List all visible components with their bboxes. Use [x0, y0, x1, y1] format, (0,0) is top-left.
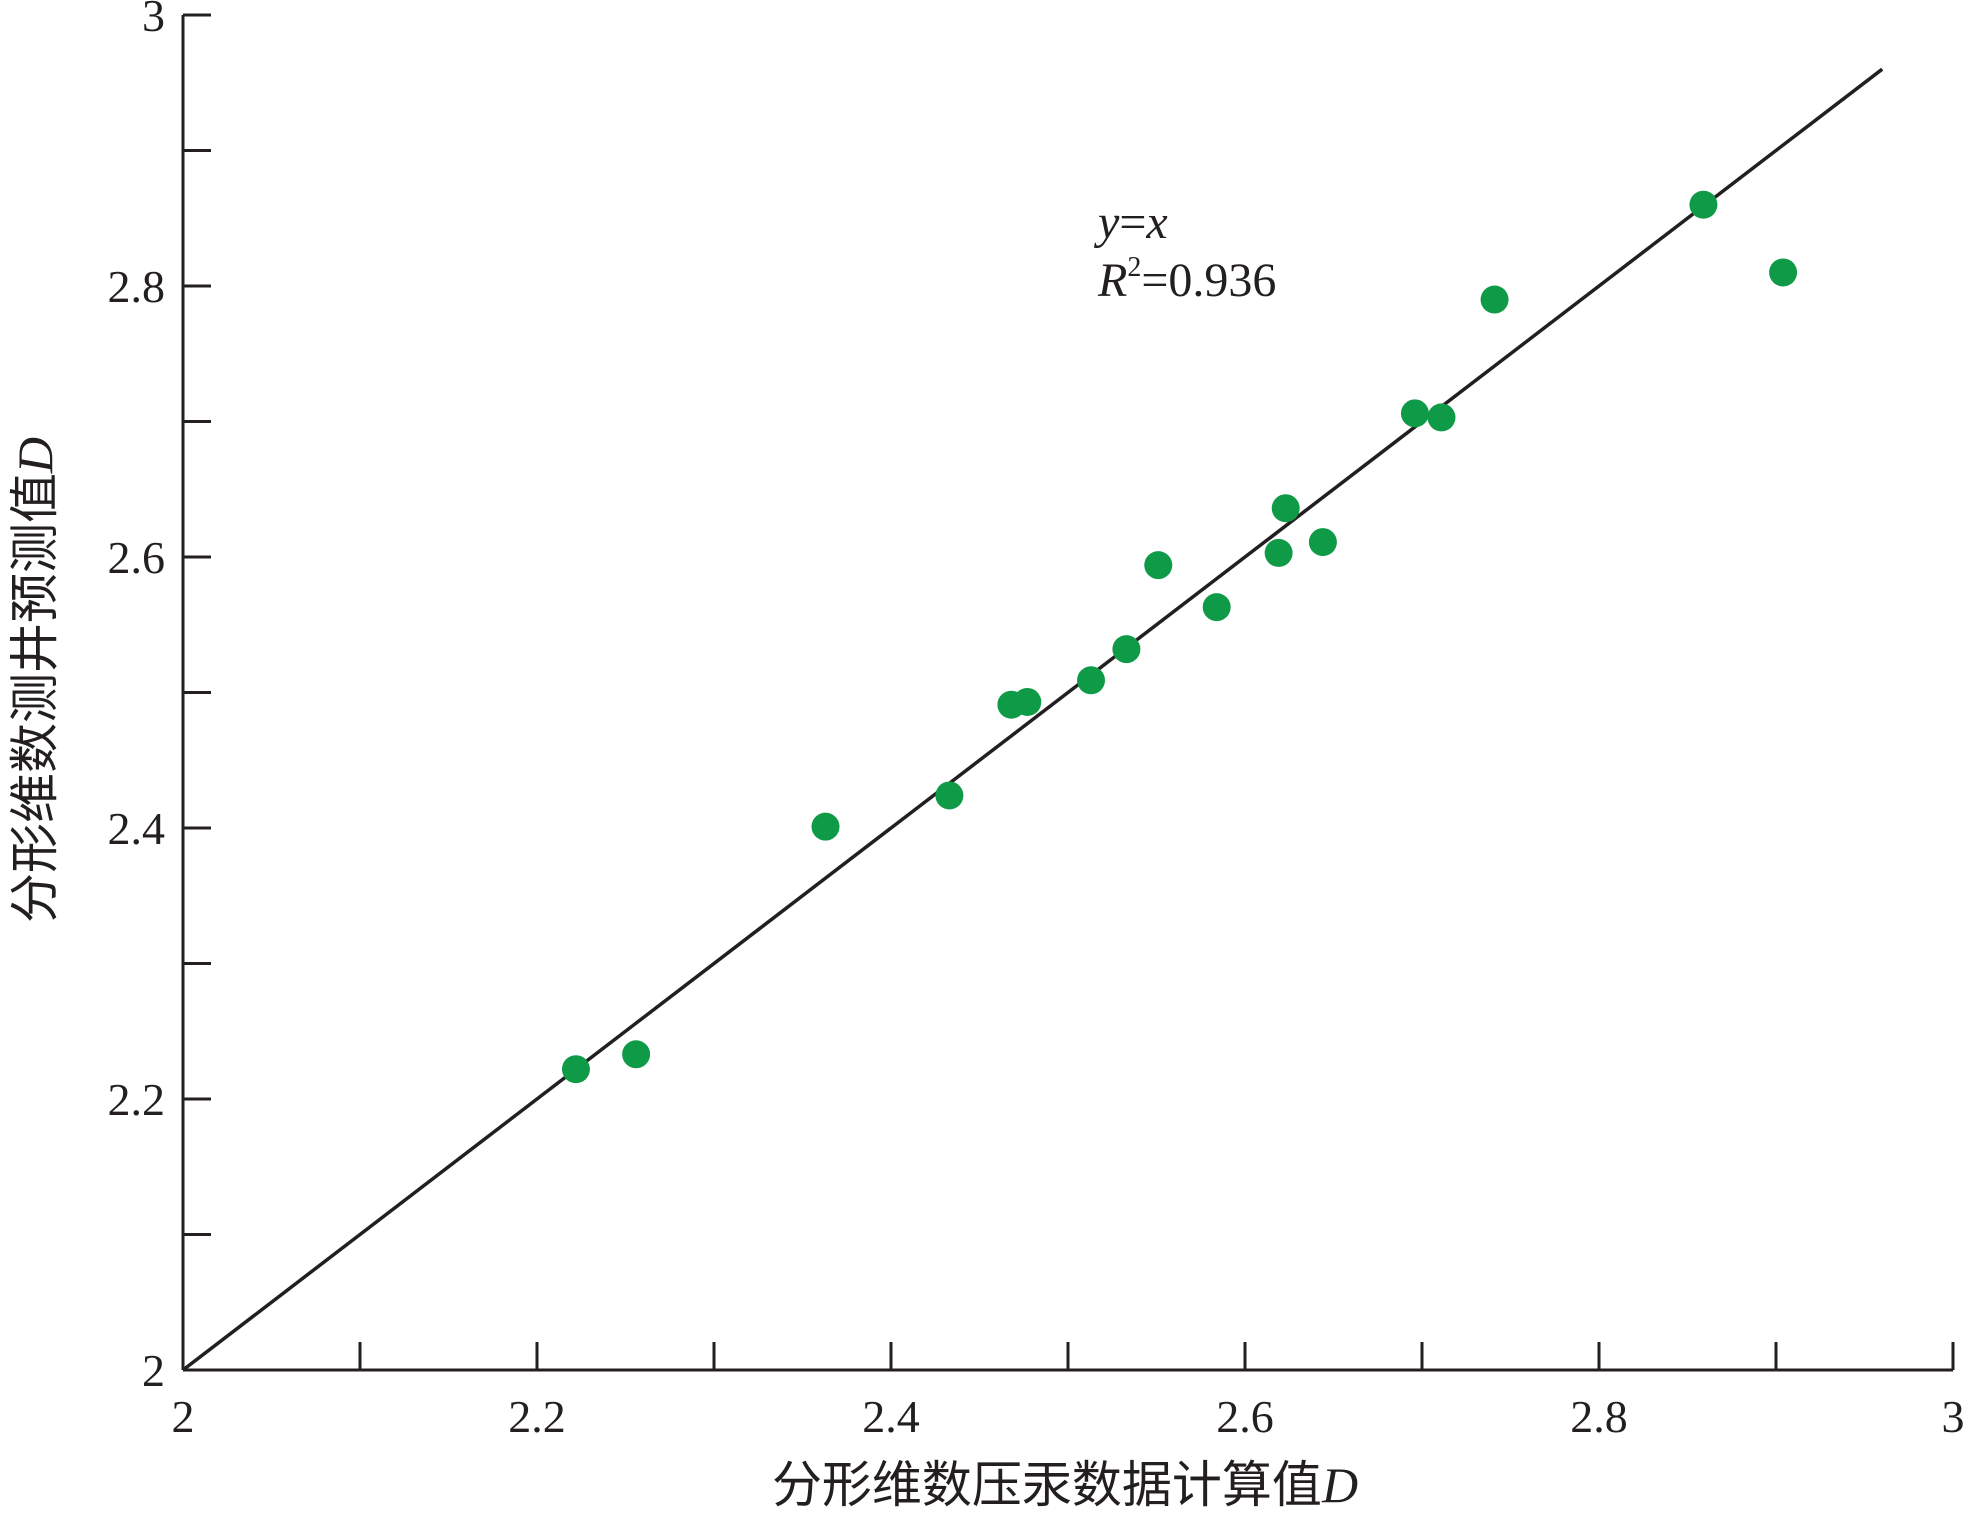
data-point [1427, 403, 1456, 432]
fit-annotation: y=x R2=0.936 [1093, 196, 1276, 307]
fit-line-group [181, 67, 1884, 1372]
x-axis-title-main: 分形维数压汞数据计算值 [772, 1456, 1322, 1514]
data-point [1308, 528, 1337, 557]
y-tick-label: 3 [142, 0, 165, 41]
x-ticks: 2 2.2 2.4 2.6 2.8 3 [172, 1342, 1963, 1442]
equation-eq: = [1119, 196, 1146, 249]
data-point [1013, 687, 1042, 716]
data-point [1271, 494, 1300, 523]
data-point [811, 812, 840, 841]
y-axis-title: 分形维数测井预测值D [6, 437, 64, 923]
data-point [1480, 285, 1509, 314]
data-point [935, 781, 964, 810]
equation-label: y=x [1093, 196, 1168, 249]
x-tick-label: 3 [1942, 1391, 1963, 1442]
x-axis-title: 分形维数压汞数据计算值D [772, 1456, 1358, 1514]
data-point [1689, 190, 1718, 219]
data-points [561, 190, 1798, 1084]
x-tick-label: 2.4 [862, 1391, 920, 1442]
y-axis-title-var: D [7, 437, 63, 474]
y-tick-label: 2 [142, 1345, 165, 1396]
y-ticks: 2 2.2 2.4 2.6 2.8 3 [108, 0, 211, 1396]
r2-superscript: 2 [1127, 252, 1141, 283]
y-tick-label: 2.6 [108, 532, 166, 583]
data-point [622, 1040, 651, 1069]
data-point [561, 1055, 590, 1084]
x-axis-title-var: D [1321, 1457, 1358, 1513]
r2-value: =0.936 [1141, 254, 1276, 307]
r2-symbol: R [1097, 254, 1127, 307]
x-tick-label: 2.2 [508, 1391, 566, 1442]
r2-label: R2=0.936 [1097, 252, 1276, 307]
y-tick-label: 2.8 [108, 261, 166, 312]
equation-x: x [1145, 196, 1167, 249]
data-point [1202, 593, 1231, 622]
x-tick-label: 2.8 [1570, 1391, 1628, 1442]
data-point [1769, 258, 1798, 287]
y-axis-title-main: 分形维数测井预测值 [6, 473, 64, 923]
x-tick-label: 2.6 [1216, 1391, 1274, 1442]
y-tick-label: 2.2 [108, 1074, 166, 1125]
equation-y: y [1093, 196, 1120, 249]
x-tick-label: 2 [172, 1391, 195, 1442]
data-point [1264, 538, 1293, 567]
fit-line [181, 67, 1884, 1372]
data-point [1400, 399, 1429, 428]
data-point [1112, 635, 1141, 664]
data-point [1077, 666, 1106, 695]
y-tick-label: 2.4 [108, 803, 166, 854]
data-point [1144, 551, 1173, 580]
